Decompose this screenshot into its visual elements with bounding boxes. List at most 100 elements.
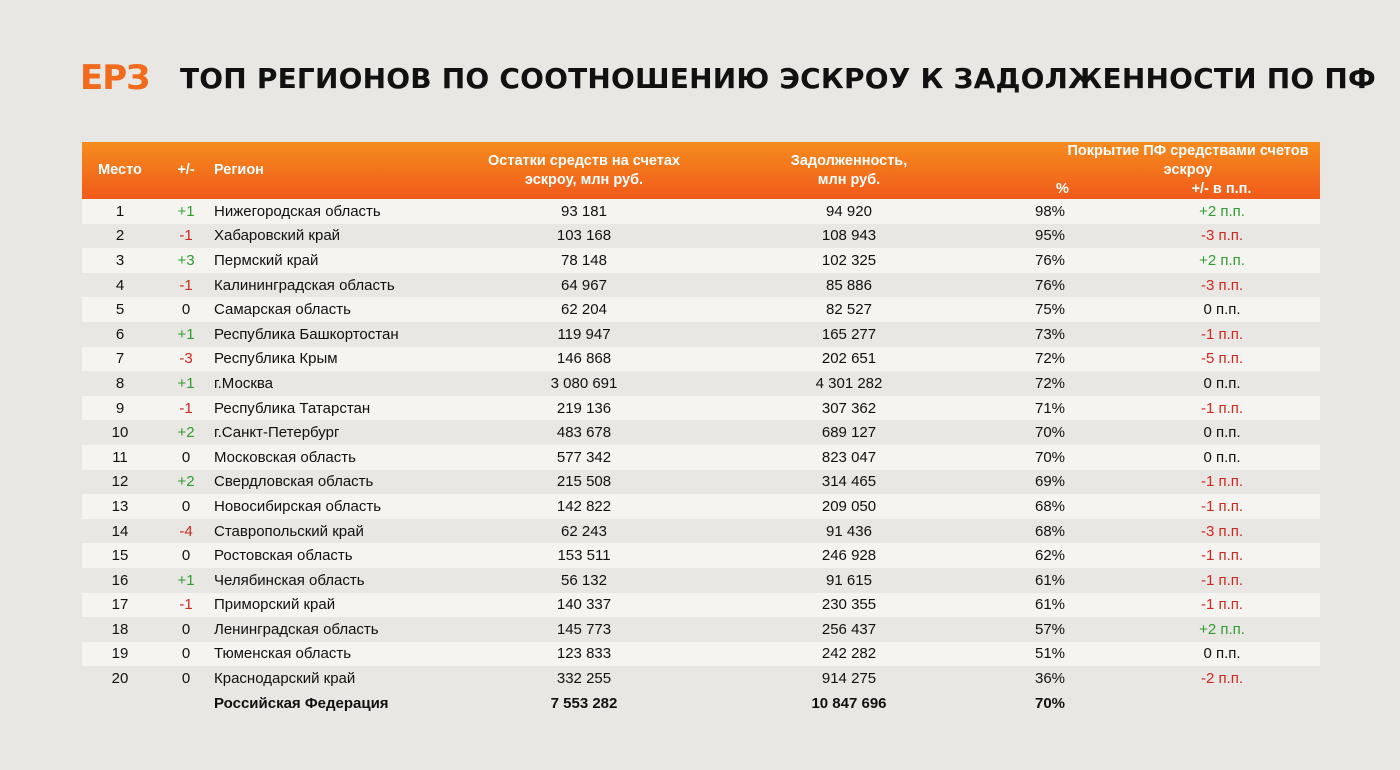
cell-debt: 108 943 [722,223,976,249]
table-row: 17 -1 Приморский край 140 337 230 355 61% -1 п… [82,592,1320,618]
cell-coverage-change: -3 п.п. [1124,272,1320,298]
cell-place: 6 [82,321,158,347]
cell-place: 4 [82,272,158,298]
cell-coverage-change: -1 п.п. [1124,469,1320,495]
total-row: Российская Федерация 7 553 282 10 847 696 7… [82,691,1320,716]
cell-coverage-change: -1 п.п. [1124,321,1320,347]
cell-region: Ставропольский край [214,518,446,544]
cell-region: Московская область [214,444,446,470]
cell-place-change: 0 [158,666,214,691]
cell-debt: 823 047 [722,444,976,470]
table-row: 3 +3 Пермский край 78 148 102 325 76% +2 п.п. [82,248,1320,273]
cell-coverage-pct: 76% [976,248,1124,273]
cell-place-change: -1 [158,395,214,421]
cell-coverage-change: -2 п.п. [1124,666,1320,691]
cell-debt: 209 050 [722,494,976,519]
cell-place-change: +2 [158,420,214,445]
cell-coverage-pct: 95% [976,223,1124,249]
cell-place: 3 [82,248,158,273]
cell-debt: 85 886 [722,272,976,298]
cell-coverage-pct: 61% [976,567,1124,593]
ranking-table-container: Место +/- Регион Остатки средств на счет… [82,142,1320,715]
cell-region: Новосибирская область [214,494,446,519]
cell-region: Хабаровский край [214,223,446,249]
header-debt: Задолженность, млн руб. [722,142,976,199]
table-header: Место +/- Регион Остатки средств на счет… [82,142,1320,199]
cell-place: 7 [82,346,158,372]
cell-coverage-change: -1 п.п. [1124,543,1320,568]
header-coverage-group: Покрытие ПФ средствами счетов эскроу [1067,143,1309,178]
table-row: 6 +1 Республика Башкортостан 119 947 165 277… [82,321,1320,347]
cell-debt: 256 437 [722,617,976,642]
cell-place-change: +2 [158,469,214,495]
cell-coverage-pct: 62% [976,543,1124,568]
header-coverage-pct: % [1056,181,1069,197]
cell-coverage-pct: 61% [976,592,1124,618]
cell-place: 12 [82,469,158,495]
cell-region: Ростовская область [214,543,446,568]
cell-place-change: -4 [158,518,214,544]
cell-coverage-pct: 70% [976,420,1124,445]
cell-place: 19 [82,641,158,667]
cell-debt: 246 928 [722,543,976,568]
header-place: Место [98,162,142,178]
cell-coverage-change: -1 п.п. [1124,494,1320,519]
cell-coverage-change: -3 п.п. [1124,223,1320,249]
cell-coverage-pct: 68% [976,518,1124,544]
cell-place: 9 [82,395,158,421]
cell-escrow: 219 136 [446,395,722,421]
cell-place-change: 0 [158,641,214,667]
cell-escrow: 119 947 [446,321,722,347]
cell-debt: 94 920 [722,199,976,224]
ranking-table: Место +/- Регион Остатки средств на счет… [82,142,1320,715]
cell-place: 14 [82,518,158,544]
cell-coverage-pct: 71% [976,395,1124,421]
table-row: 2 -1 Хабаровский край 103 168 108 943 95% -3 п… [82,223,1320,249]
cell-debt: 91 615 [722,567,976,593]
cell-debt: 82 527 [722,297,976,322]
cell-escrow: 215 508 [446,469,722,495]
table-row: 19 0 Тюменская область 123 833 242 282 51% 0 п… [82,641,1320,667]
table-row: 14 -4 Ставропольский край 62 243 91 436 68% -3… [82,518,1320,544]
cell-coverage-pct: 57% [976,617,1124,642]
cell-place: 20 [82,666,158,691]
table-row: 7 -3 Республика Крым 146 868 202 651 72% -5 п.… [82,346,1320,372]
cell-coverage-change: +2 п.п. [1124,617,1320,642]
cell-escrow: 140 337 [446,592,722,618]
table-row: 8 +1 г.Москва 3 080 691 4 301 282 72% 0 п.п. [82,371,1320,396]
cell-place-change: +1 [158,321,214,347]
total-region: Российская Федерация [214,694,389,712]
cell-coverage-change: -1 п.п. [1124,567,1320,593]
cell-place-change: -3 [158,346,214,372]
cell-place-change: 0 [158,444,214,470]
cell-coverage-change: -3 п.п. [1124,518,1320,544]
table-row: 15 0 Ростовская область 153 511 246 928 62% -1… [82,543,1320,568]
cell-place: 15 [82,543,158,568]
cell-debt: 914 275 [722,666,976,691]
cell-coverage-pct: 73% [976,321,1124,347]
cell-region: Тюменская область [214,641,446,667]
cell-place-change: 0 [158,494,214,519]
cell-region: Пермский край [214,248,446,273]
cell-escrow: 62 204 [446,297,722,322]
header-coverage: Покрытие ПФ средствами счетов эскроу % +… [976,142,1320,199]
cell-escrow: 577 342 [446,444,722,470]
cell-debt: 91 436 [722,518,976,544]
table-row: 16 +1 Челябинская область 56 132 91 615 61% -1… [82,567,1320,593]
cell-place-change: +1 [158,371,214,396]
cell-escrow: 62 243 [446,518,722,544]
cell-region: г.Москва [214,371,446,396]
table-row: 11 0 Московская область 577 342 823 047 70% 0 … [82,444,1320,470]
header-region: Регион [214,162,264,178]
cell-escrow: 146 868 [446,346,722,372]
cell-place: 16 [82,567,158,593]
table-row: 20 0 Краснодарский край 332 255 914 275 36% -2… [82,666,1320,691]
cell-coverage-pct: 70% [976,444,1124,470]
cell-coverage-pct: 75% [976,297,1124,322]
cell-escrow: 332 255 [446,666,722,691]
table-row: 1 +1 Нижегородская область 93 181 94 920 98% +… [82,199,1320,224]
cell-debt: 230 355 [722,592,976,618]
total-debt: 10 847 696 [811,694,887,712]
cell-place-change: +3 [158,248,214,273]
cell-coverage-pct: 51% [976,641,1124,667]
